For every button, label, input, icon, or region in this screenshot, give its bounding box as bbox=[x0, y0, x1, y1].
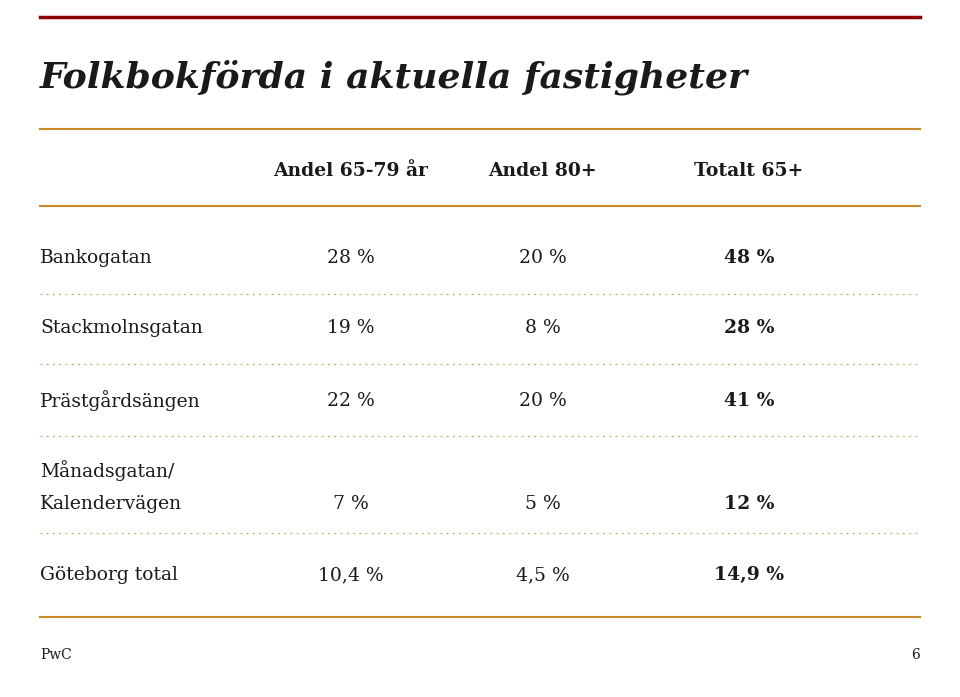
Text: 48 %: 48 % bbox=[724, 249, 774, 267]
Text: 8 %: 8 % bbox=[524, 319, 561, 337]
Text: Bankogatan: Bankogatan bbox=[40, 249, 153, 267]
Text: Andel 80+: Andel 80+ bbox=[488, 162, 597, 180]
Text: 5 %: 5 % bbox=[524, 495, 561, 513]
Text: 22 %: 22 % bbox=[326, 392, 374, 410]
Text: Kalendervägen: Kalendervägen bbox=[40, 495, 182, 513]
Text: 6: 6 bbox=[911, 648, 920, 662]
Text: 14,9 %: 14,9 % bbox=[713, 566, 784, 584]
Text: 10,4 %: 10,4 % bbox=[318, 566, 383, 584]
Text: 7 %: 7 % bbox=[332, 495, 369, 513]
Text: Stackmolnsgatan: Stackmolnsgatan bbox=[40, 319, 204, 337]
Text: 28 %: 28 % bbox=[326, 249, 374, 267]
Text: 4,5 %: 4,5 % bbox=[516, 566, 569, 584]
Text: Totalt 65+: Totalt 65+ bbox=[694, 162, 804, 180]
Text: 19 %: 19 % bbox=[326, 319, 374, 337]
Text: Folkbokförda i aktuella fastigheter: Folkbokförda i aktuella fastigheter bbox=[40, 59, 749, 95]
Text: 20 %: 20 % bbox=[518, 249, 566, 267]
Text: 41 %: 41 % bbox=[724, 392, 774, 410]
Text: 20 %: 20 % bbox=[518, 392, 566, 410]
Text: PwC: PwC bbox=[40, 648, 72, 662]
Text: Andel 65-79 år: Andel 65-79 år bbox=[273, 162, 428, 180]
Text: Prästgårdsängen: Prästgårdsängen bbox=[40, 390, 201, 411]
Text: Månadsgatan/: Månadsgatan/ bbox=[40, 460, 175, 481]
Text: 12 %: 12 % bbox=[724, 495, 774, 513]
Text: 28 %: 28 % bbox=[724, 319, 774, 337]
Text: Göteborg total: Göteborg total bbox=[40, 566, 179, 584]
